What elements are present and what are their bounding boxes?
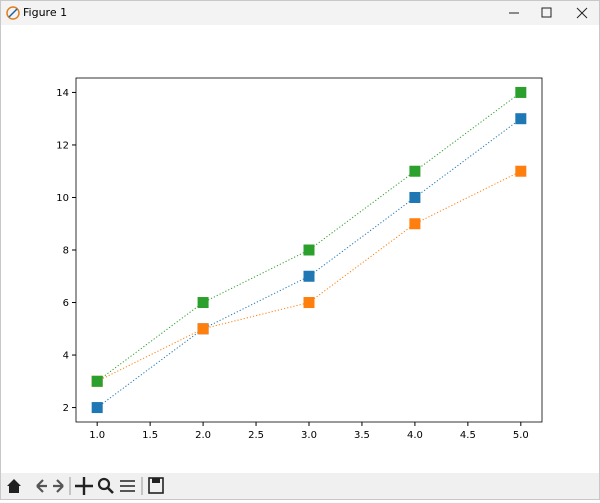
x-tick-label: 2.0 [195,430,211,441]
y-tick-label: 4 [63,351,69,362]
marker [303,270,315,282]
toolbar [1,473,599,499]
marker [515,86,527,98]
marker [303,297,315,309]
y-tick-label: 14 [56,88,69,99]
x-tick-label: 5.0 [513,430,529,441]
window-title: Figure 1 [23,6,68,19]
chart: 1.0 1.5 2.0 2.5 3.0 3.5 4.0 4.5 5.0 2 4 6 8 10 12 14 [56,77,543,441]
marker [515,165,527,177]
app-icon [6,6,20,20]
x-tick-label: 1.0 [89,430,105,441]
marker [409,165,421,177]
marker [409,191,421,203]
marker [515,113,527,125]
marker [91,402,103,414]
x-tick-label: 4.0 [407,430,423,441]
x-tick-label: 4.5 [460,430,476,441]
window-controls[interactable] [499,1,599,25]
y-tick-label: 10 [56,193,69,204]
y-tick-label: 12 [56,140,69,151]
toolbar-icons[interactable] [1,473,181,499]
marker [91,375,103,387]
y-tick-label: 6 [63,298,69,309]
series-line [96,92,522,382]
series-line [96,118,522,408]
x-tick-label: 1.5 [142,430,158,441]
marker [409,218,421,230]
y-tick-label: 8 [63,246,69,257]
x-tick-label: 3.5 [354,430,370,441]
marker [303,244,315,256]
marker [197,297,209,309]
x-tick-label: 2.5 [248,430,264,441]
x-tick-label: 3.0 [301,430,317,441]
y-tick-label: 2 [63,403,69,414]
title-bar: Figure 1 [1,1,599,25]
marker [197,323,209,335]
